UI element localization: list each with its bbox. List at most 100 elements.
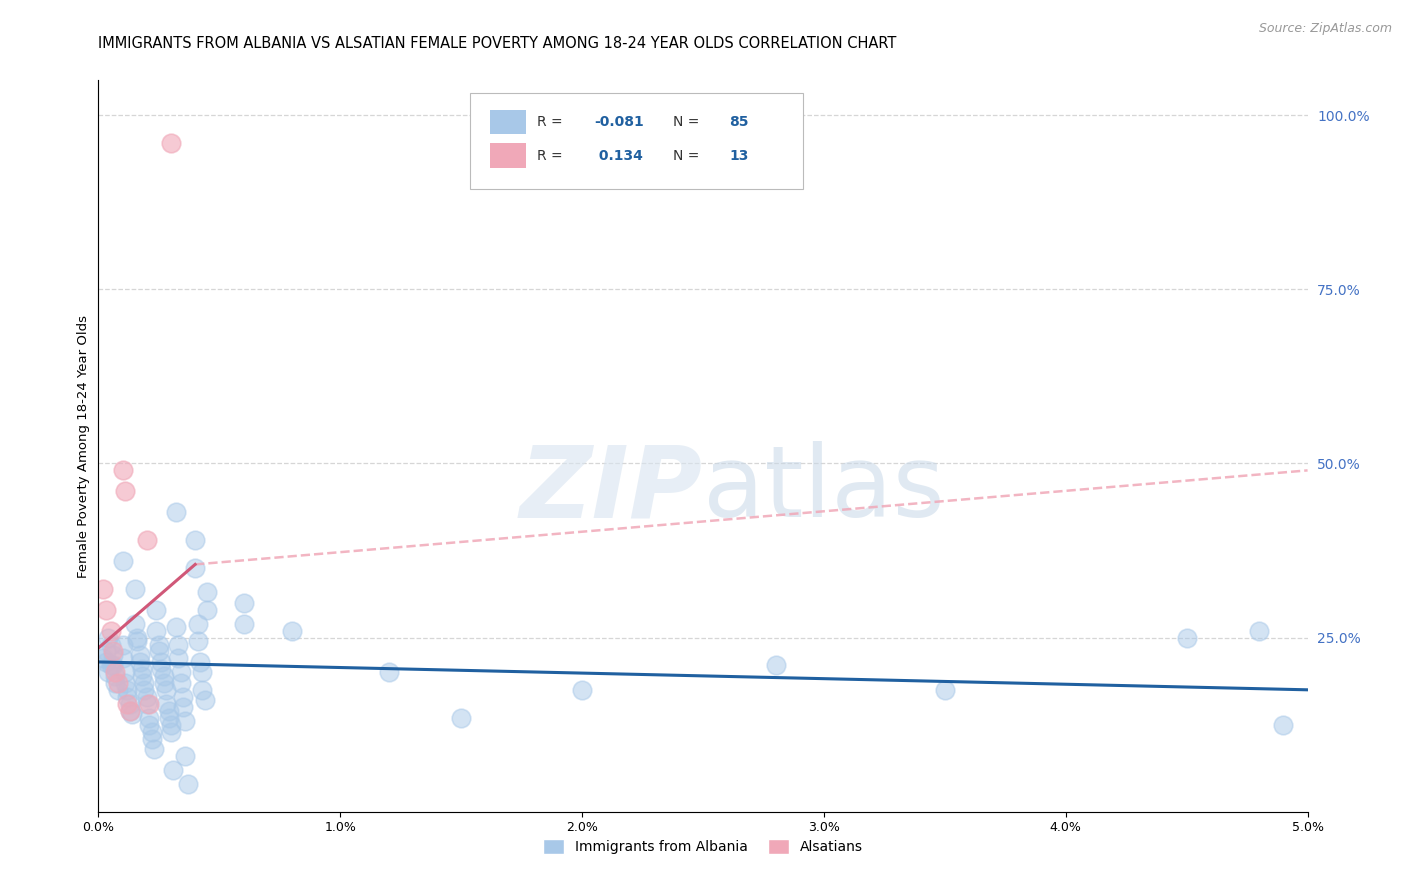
- Point: [160, 136, 183, 150]
- Point: [101, 648, 124, 662]
- Point: [134, 676, 156, 690]
- Point: [127, 631, 149, 645]
- Point: [1272, 717, 1295, 731]
- Point: [118, 697, 141, 711]
- Point: [104, 669, 127, 683]
- Point: [131, 669, 153, 683]
- Point: [571, 682, 593, 697]
- Point: [121, 707, 143, 722]
- Point: [177, 777, 200, 791]
- Point: [124, 582, 146, 596]
- Point: [152, 676, 174, 690]
- Point: [97, 631, 120, 645]
- Point: [117, 690, 139, 704]
- Point: [191, 665, 214, 680]
- Text: Source: ZipAtlas.com: Source: ZipAtlas.com: [1258, 22, 1392, 36]
- Point: [160, 717, 183, 731]
- Point: [94, 603, 117, 617]
- Point: [1249, 624, 1271, 638]
- Text: R =: R =: [537, 149, 568, 162]
- Y-axis label: Female Poverty Among 18-24 Year Olds: Female Poverty Among 18-24 Year Olds: [77, 315, 90, 577]
- Text: IMMIGRANTS FROM ALBANIA VS ALSATIAN FEMALE POVERTY AMONG 18-24 YEAR OLDS CORRELA: IMMIGRANTS FROM ALBANIA VS ALSATIAN FEMA…: [98, 36, 897, 51]
- Text: 0.134: 0.134: [595, 149, 643, 162]
- Point: [191, 682, 214, 697]
- Point: [157, 704, 180, 718]
- Point: [101, 658, 124, 673]
- Point: [145, 603, 167, 617]
- Point: [934, 682, 956, 697]
- Point: [187, 634, 209, 648]
- Point: [174, 714, 197, 728]
- Point: [195, 603, 218, 617]
- Text: N =: N =: [672, 115, 703, 129]
- Point: [165, 505, 187, 519]
- Point: [150, 655, 173, 669]
- Point: [91, 582, 114, 596]
- Point: [152, 669, 174, 683]
- Point: [167, 638, 190, 652]
- Text: ZIP: ZIP: [520, 442, 703, 539]
- Point: [118, 704, 141, 718]
- Point: [169, 676, 191, 690]
- FancyBboxPatch shape: [470, 93, 803, 188]
- Point: [114, 665, 136, 680]
- Point: [100, 624, 122, 638]
- Point: [97, 665, 120, 680]
- Text: -0.081: -0.081: [595, 115, 644, 129]
- Point: [94, 655, 117, 669]
- Point: [150, 662, 173, 676]
- Point: [765, 658, 787, 673]
- Point: [138, 711, 160, 725]
- Point: [128, 648, 150, 662]
- Point: [1175, 631, 1198, 645]
- Point: [143, 742, 166, 756]
- Point: [155, 682, 177, 697]
- Point: [188, 655, 211, 669]
- Point: [174, 749, 197, 764]
- Point: [128, 655, 150, 669]
- Point: [135, 690, 157, 704]
- Point: [148, 638, 170, 652]
- FancyBboxPatch shape: [491, 144, 526, 168]
- Point: [101, 644, 124, 658]
- Point: [100, 638, 122, 652]
- Point: [117, 697, 139, 711]
- Point: [172, 690, 194, 704]
- Point: [138, 717, 160, 731]
- Point: [107, 682, 129, 697]
- Text: R =: R =: [537, 115, 568, 129]
- Point: [377, 665, 399, 680]
- Point: [165, 620, 187, 634]
- Point: [135, 697, 157, 711]
- Legend: Immigrants from Albania, Alsatians: Immigrants from Albania, Alsatians: [537, 834, 869, 860]
- Point: [114, 676, 136, 690]
- Point: [114, 484, 136, 499]
- Point: [232, 616, 254, 631]
- Point: [104, 676, 127, 690]
- Point: [111, 554, 134, 568]
- Point: [155, 697, 177, 711]
- Point: [138, 697, 160, 711]
- Point: [135, 533, 157, 547]
- Point: [194, 693, 217, 707]
- Point: [281, 624, 304, 638]
- Point: [232, 596, 254, 610]
- Point: [134, 682, 156, 697]
- Point: [184, 533, 207, 547]
- Point: [450, 711, 472, 725]
- Point: [167, 651, 190, 665]
- Point: [162, 763, 184, 777]
- Point: [124, 616, 146, 631]
- Text: N =: N =: [672, 149, 703, 162]
- FancyBboxPatch shape: [491, 110, 526, 135]
- Point: [91, 651, 114, 665]
- Text: 85: 85: [730, 115, 749, 129]
- Point: [141, 731, 163, 746]
- Point: [107, 676, 129, 690]
- Point: [172, 700, 194, 714]
- Point: [131, 662, 153, 676]
- Point: [195, 585, 218, 599]
- Point: [118, 704, 141, 718]
- Point: [157, 711, 180, 725]
- Point: [117, 682, 139, 697]
